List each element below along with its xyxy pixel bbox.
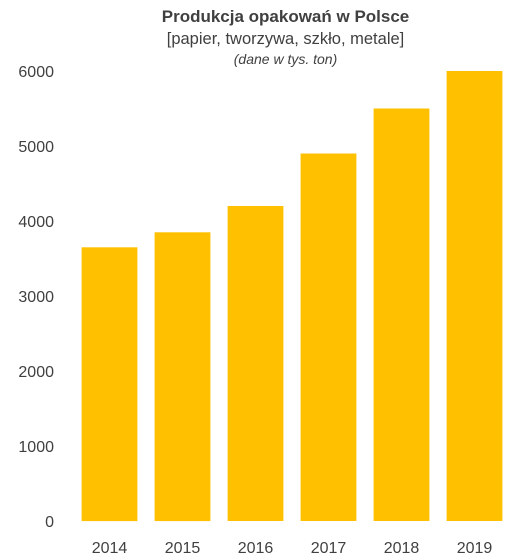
chart-note: (dane w tys. ton): [233, 51, 338, 67]
y-tick-label: 0: [45, 514, 54, 531]
x-tick-label: 2015: [165, 540, 201, 557]
bar-2016: [227, 206, 284, 521]
chart-subtitle: [papier, tworzywa, szkło, metale]: [166, 30, 405, 48]
y-tick-label: 2000: [18, 364, 54, 381]
bar-2014: [81, 247, 138, 522]
chart-title: Produkcja opakowań w Polsce: [161, 7, 410, 26]
bar-2015: [154, 232, 211, 522]
x-tick-label: 2019: [457, 540, 493, 557]
x-tick-label: 2018: [384, 540, 420, 557]
y-tick-label: 1000: [18, 439, 54, 456]
y-axis-ticks: 0 1000 2000 3000 4000 5000 6000: [18, 64, 54, 531]
y-tick-label: 5000: [18, 139, 54, 156]
y-tick-label: 6000: [18, 64, 54, 81]
x-tick-label: 2016: [238, 540, 274, 557]
x-axis-ticks: 2014 2015 2016 2017 2018 2019: [92, 540, 493, 557]
bar-2018: [373, 108, 430, 521]
bars-group: [81, 71, 503, 522]
x-tick-label: 2017: [311, 540, 347, 557]
bar-2019: [446, 71, 503, 521]
chart-title-block: Produkcja opakowań w Polsce [papier, two…: [60, 6, 511, 69]
y-tick-label: 3000: [18, 289, 54, 306]
x-tick-label: 2014: [92, 540, 128, 557]
bar-2017: [300, 153, 357, 521]
y-tick-label: 4000: [18, 214, 54, 231]
